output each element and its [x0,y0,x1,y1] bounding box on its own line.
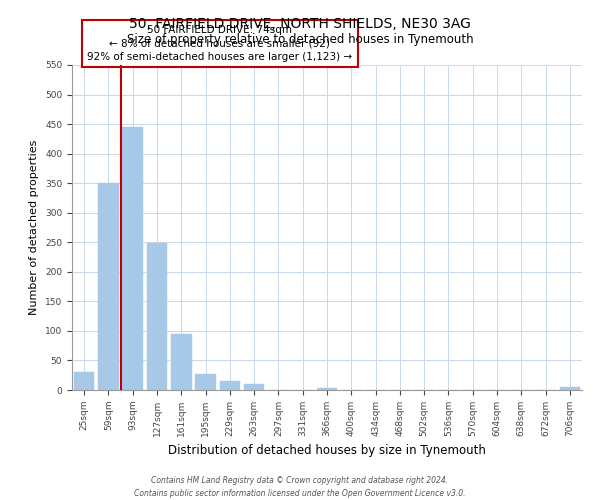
Text: Size of property relative to detached houses in Tynemouth: Size of property relative to detached ho… [127,32,473,46]
Bar [244,384,265,390]
Bar [146,244,167,390]
Y-axis label: Number of detached properties: Number of detached properties [29,140,40,315]
Text: 50, FAIRFIELD DRIVE, NORTH SHIELDS, NE30 3AG: 50, FAIRFIELD DRIVE, NORTH SHIELDS, NE30… [129,18,471,32]
Bar [74,372,94,390]
Text: 50 FAIRFIELD DRIVE: 74sqm
← 8% of detached houses are smaller (92)
92% of semi-d: 50 FAIRFIELD DRIVE: 74sqm ← 8% of detach… [88,26,352,62]
Bar [220,380,240,390]
Bar [317,388,337,390]
Bar [560,387,580,390]
Text: Contains HM Land Registry data © Crown copyright and database right 2024.
Contai: Contains HM Land Registry data © Crown c… [134,476,466,498]
Bar [171,334,191,390]
Bar [98,183,119,390]
X-axis label: Distribution of detached houses by size in Tynemouth: Distribution of detached houses by size … [168,444,486,458]
Bar [122,127,143,390]
Bar [195,374,216,390]
